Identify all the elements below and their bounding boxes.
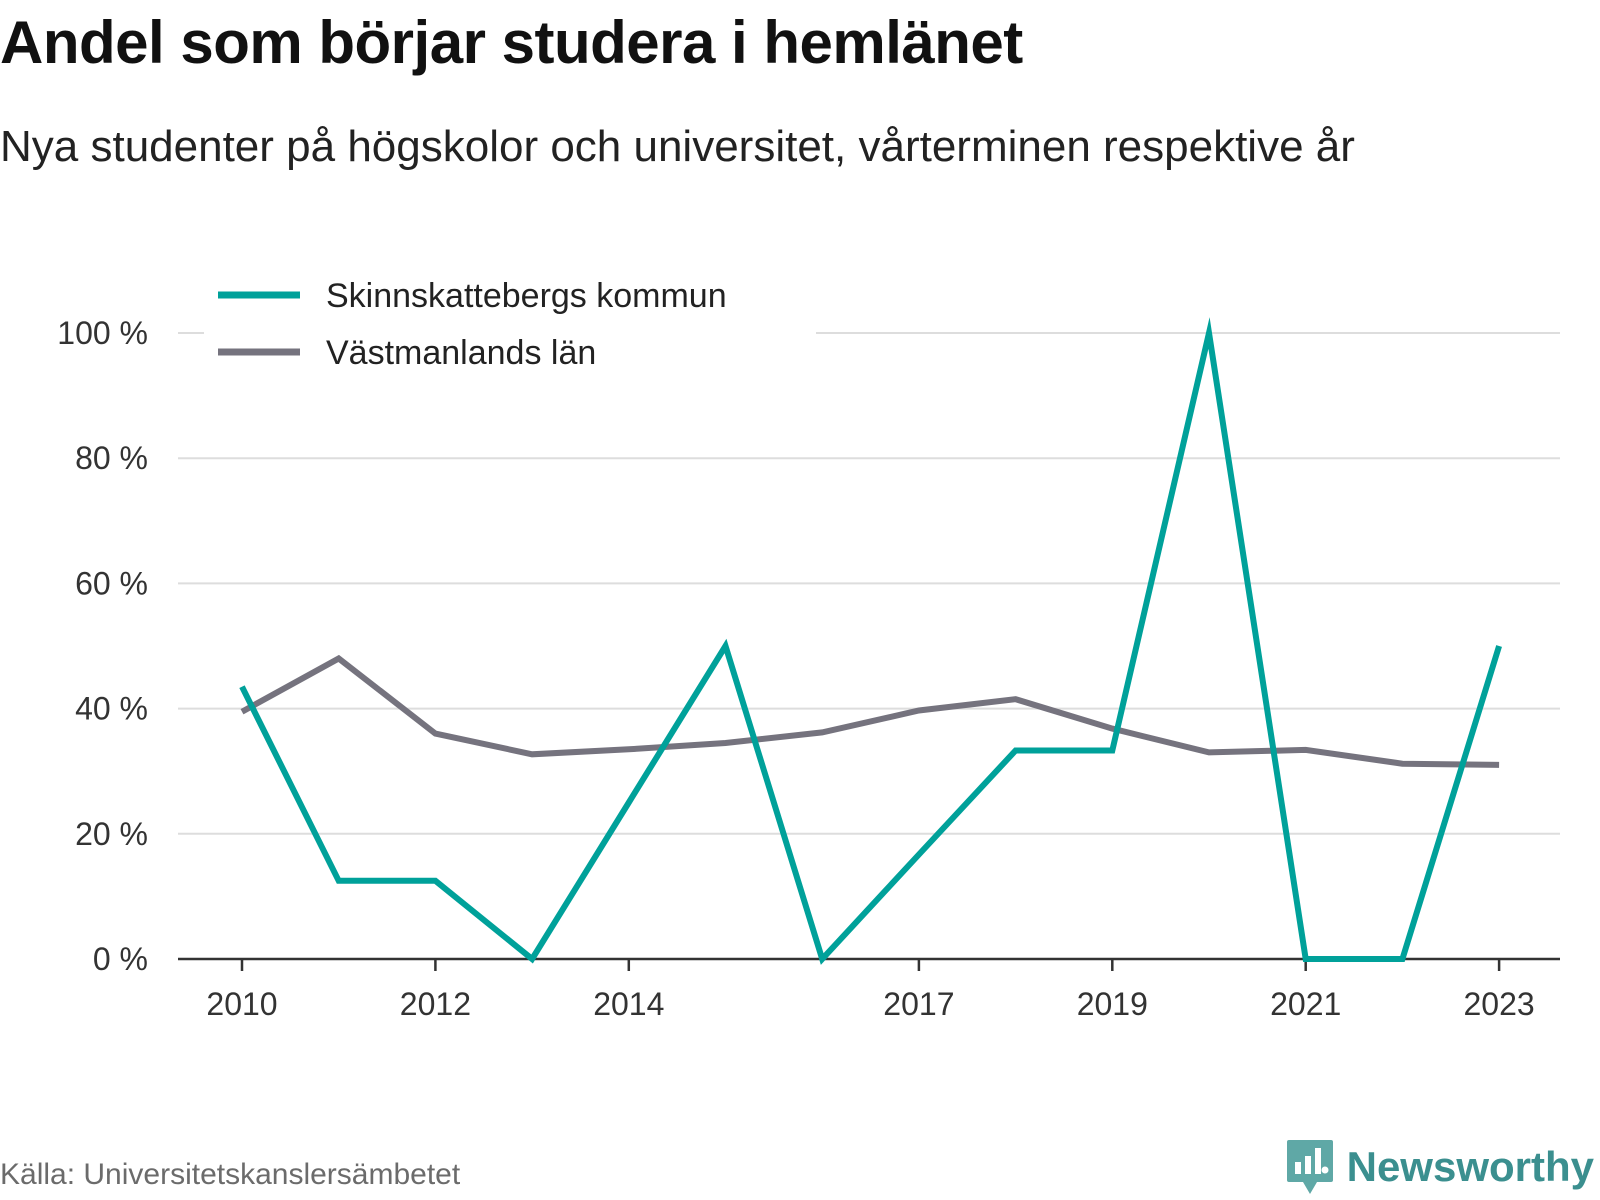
brand-name: Newsworthy — [1346, 1143, 1594, 1190]
x-tick-label: 2023 — [1464, 986, 1535, 1022]
newsworthy-chart-bubble-icon — [1286, 1140, 1333, 1194]
legend-label: Västmanlands län — [326, 334, 596, 372]
legend: Skinnskattebergs kommun Västmanlands län — [204, 268, 816, 378]
y-tick-label: 40 % — [75, 691, 148, 727]
x-tick-label: 2012 — [400, 986, 471, 1022]
x-tick-label: 2021 — [1270, 986, 1341, 1022]
x-axis: 2010 2012 2014 2017 2019 2021 2023 — [178, 957, 1560, 1022]
y-axis-ticks: 0 % 20 % 40 % 60 % 80 % 100 % — [57, 315, 148, 977]
y-tick-label: 20 % — [75, 816, 148, 852]
x-tick-label: 2019 — [1077, 986, 1148, 1022]
source-note: Källa: Universitetskanslersämbetet — [0, 1158, 461, 1191]
x-tick-label: 2014 — [593, 986, 664, 1022]
x-tick-label: 2010 — [206, 986, 277, 1022]
series-line — [240, 654, 1500, 768]
y-tick-label: 60 % — [75, 565, 148, 601]
x-tick-label: 2017 — [883, 986, 954, 1022]
legend-background — [204, 268, 816, 378]
y-tick-label: 100 % — [57, 315, 148, 351]
series-lines — [239, 317, 1502, 965]
series-line — [239, 317, 1502, 965]
legend-label: Skinnskattebergs kommun — [326, 277, 727, 315]
chart-subtitle: Nya studenter på högskolor och universit… — [0, 122, 1355, 171]
chart-title: Andel som börjar studera i hemlänet — [0, 9, 1023, 76]
y-tick-label: 0 % — [93, 941, 148, 977]
y-tick-label: 80 % — [75, 440, 148, 476]
brand-logo: Newsworthy — [1285, 1138, 1594, 1196]
